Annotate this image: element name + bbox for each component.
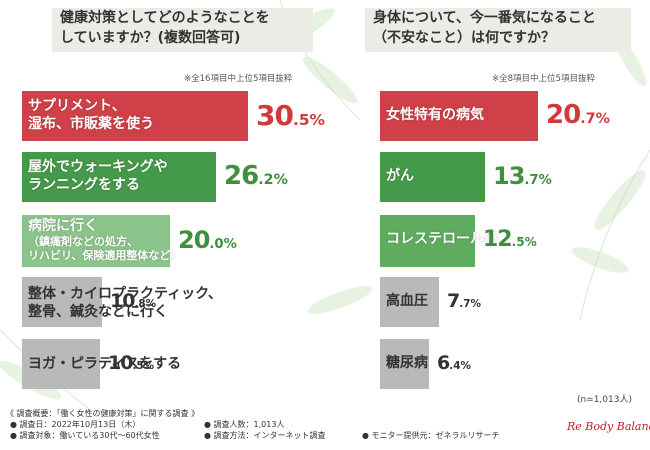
right-title-line-2: （不安なこと）は何ですか？ — [373, 30, 555, 46]
bar-label-line: 湿布、市販薬を使う — [28, 116, 154, 132]
right-value-label: 13.7% — [493, 162, 552, 190]
left-bar-label: 病院に行く （鎮痛剤などの処方、 リハビリ、保険適用整体など） — [28, 217, 181, 263]
right-value-label: 7.7% — [447, 290, 481, 312]
left-value-label: 26.2% — [224, 161, 288, 191]
bar-label-line: コレステロール値 — [386, 231, 498, 247]
left-bar — [22, 277, 102, 327]
right-bar-label: がん — [386, 167, 414, 185]
right-bar — [380, 91, 538, 141]
value-dec: .0% — [209, 237, 237, 252]
left-note: ※全16項目中上位5項目抜粋 — [184, 74, 293, 84]
left-value-label: 20.0% — [178, 226, 237, 254]
value-dec: .8% — [134, 298, 157, 310]
bar-label-line: 屋外でウォーキングや — [28, 159, 168, 175]
footer-monitor: ● モニター提供元：ゼネラルリサーチ — [362, 431, 500, 440]
right-bar — [380, 215, 475, 267]
footer-summary: 《 調査概要：「働く女性の健康対策」に関する調査 》 — [6, 409, 200, 418]
value-int: 6 — [437, 352, 450, 374]
bar-label-line: サプリメント、 — [28, 98, 126, 114]
right-note: ※全8項目中上位5項目抜粋 — [492, 74, 595, 84]
right-value-label: 6.4% — [437, 352, 471, 374]
left-value-label: 10.8% — [110, 290, 156, 312]
bar-label-line: ランニングをする — [28, 177, 140, 193]
value-int: 20 — [546, 100, 581, 130]
bar-label-line: ヨガ・ピラティスをする — [28, 356, 182, 372]
bar-label-line: 女性特有の病気 — [386, 107, 484, 123]
right-bar-label: 女性特有の病気 — [386, 106, 484, 124]
value-dec: .5% — [511, 235, 537, 249]
right-bar-label: コレステロール値 — [386, 230, 498, 248]
value-int: 13 — [493, 162, 525, 190]
value-int: 30 — [256, 99, 294, 132]
value-int: 10 — [110, 290, 135, 312]
left-bar — [22, 215, 170, 267]
bar-label-line: 整体・カイロプラクティック、 — [28, 286, 222, 302]
value-int: 10 — [108, 352, 133, 374]
right-value-label: 20.7% — [546, 100, 610, 130]
bar-label-line: （鎮痛剤などの処方、 — [28, 235, 138, 248]
bar-label-line: 糖尿病 — [386, 355, 428, 371]
right-chart-title: 身体について、今一番気になること （不安なこと）は何ですか？ — [365, 8, 631, 52]
value-dec: .7% — [580, 111, 610, 127]
left-bar-label: ヨガ・ピラティスをする — [28, 355, 181, 373]
sample-size-note: (n=1,013人) — [576, 395, 632, 405]
bar-label-line: がん — [386, 168, 414, 184]
value-int: 7 — [447, 290, 460, 312]
value-dec: .5% — [292, 111, 325, 129]
value-dec: .5% — [132, 360, 155, 372]
left-chart-title: 健康対策としてどのようなことを していますか？(複数回答可) — [52, 8, 313, 52]
right-title-line-1: 身体について、今一番気になること — [373, 10, 596, 26]
footer-date: ● 調査日：2022年10月13日（木） — [10, 420, 141, 429]
bar-label-line: 病院に行く — [28, 218, 98, 234]
left-value-label: 10.5% — [108, 352, 154, 374]
bar-label-line: リハビリ、保険適用整体など） — [28, 249, 182, 262]
brand-logo: Re Body Balance — [567, 420, 650, 433]
footer-target: ● 調査対象：働いている30代〜60代女性 — [10, 431, 160, 440]
left-bar — [22, 339, 100, 389]
right-bar — [380, 152, 485, 202]
left-bar-label: 屋外でウォーキングや ランニングをする — [28, 158, 168, 194]
footer-method: ● 調査方法：インターネット調査 — [204, 431, 326, 440]
bar-label-line: 整骨、鍼灸などに行く — [28, 304, 168, 320]
right-bar — [380, 277, 439, 327]
left-bar — [22, 91, 248, 141]
left-title-line-1: 健康対策としてどのようなことを — [60, 10, 270, 26]
value-dec: .7% — [524, 173, 552, 188]
left-value-label: 30.5% — [256, 99, 325, 132]
value-dec: .7% — [459, 298, 481, 310]
left-title-line-2: していますか？(複数回答可) — [60, 30, 241, 46]
right-value-label: 12.5% — [483, 227, 537, 252]
right-bar — [380, 339, 429, 389]
bar-label-line: 高血圧 — [386, 293, 428, 309]
left-bar-label: 整体・カイロプラクティック、 整骨、鍼灸などに行く — [28, 285, 222, 321]
right-bar-label: 高血圧 — [386, 292, 428, 310]
value-dec: .4% — [449, 360, 471, 372]
right-bar-label: 糖尿病 — [386, 354, 428, 372]
value-int: 12 — [483, 227, 513, 252]
footer-count: ● 調査人数：1,013人 — [204, 420, 285, 429]
value-int: 20 — [178, 226, 210, 254]
left-bar — [22, 152, 216, 202]
value-int: 26 — [224, 161, 259, 191]
value-dec: .2% — [258, 172, 288, 188]
left-bar-label: サプリメント、湿布、市販薬を使う — [28, 97, 154, 133]
